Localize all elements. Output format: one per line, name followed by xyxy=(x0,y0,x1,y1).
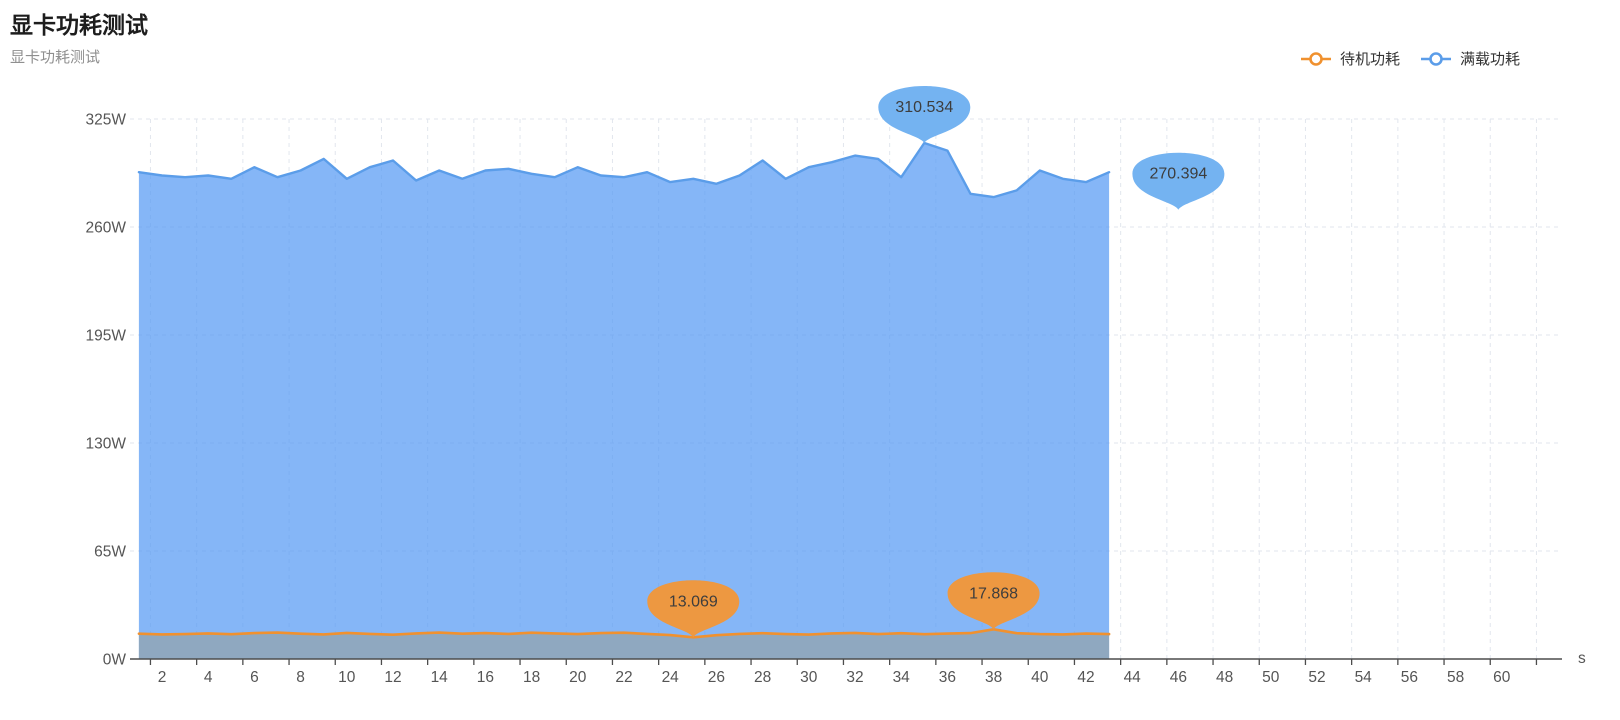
x-axis-label: 34 xyxy=(893,669,911,686)
x-axis-label: 26 xyxy=(708,669,725,686)
x-axis-label: 28 xyxy=(754,669,771,686)
legend-label: 满载功耗 xyxy=(1460,51,1521,68)
legend: 待机功耗 满载功耗 xyxy=(1300,48,1520,69)
x-axis-label: 22 xyxy=(615,669,632,686)
x-axis-label: 36 xyxy=(939,669,956,686)
markpoint-pin xyxy=(647,580,740,638)
x-axis-label: 14 xyxy=(431,669,449,686)
markpoint-value: 13.069 xyxy=(669,593,718,610)
x-axis-label: 24 xyxy=(662,669,680,686)
legend-item-fullload-power[interactable]: 满载功耗 xyxy=(1420,48,1520,69)
x-axis-label: 12 xyxy=(384,669,401,686)
y-axis-label: 325W xyxy=(86,112,127,129)
x-axis-label: 18 xyxy=(523,669,540,686)
x-axis-label: 60 xyxy=(1493,669,1511,686)
page-subtitle: 显卡功耗测试 xyxy=(10,49,101,66)
x-axis-label: 16 xyxy=(477,669,494,686)
markpoint-待机功耗-17.868: 17.868 xyxy=(947,572,1040,630)
x-axis-label: 50 xyxy=(1262,669,1280,686)
markpoint-pin xyxy=(947,572,1040,630)
series-line-待机功耗 xyxy=(137,627,1111,639)
x-axis-label: 20 xyxy=(569,669,587,686)
x-axis-label: 46 xyxy=(1170,669,1187,686)
series-area-待机功耗 xyxy=(138,629,1110,659)
line-marker-icon xyxy=(1301,51,1331,66)
x-axis-label: 4 xyxy=(204,669,213,686)
markpoint-value: 310.534 xyxy=(895,99,953,116)
x-axis-label: 48 xyxy=(1216,669,1233,686)
x-axis-label: 54 xyxy=(1355,669,1373,686)
markpoint-待机功耗-13.069: 13.069 xyxy=(647,580,740,638)
markpoint-满载功耗-270.394: 270.394 xyxy=(1132,152,1225,210)
x-axis-label: 32 xyxy=(846,669,863,686)
y-axis-label: 0W xyxy=(103,652,127,669)
y-axis-label: 65W xyxy=(94,544,126,561)
x-axis-label: 6 xyxy=(250,669,259,686)
x-axis-label: 30 xyxy=(800,669,818,686)
line-marker-icon xyxy=(1421,51,1452,66)
y-axis-label: 195W xyxy=(86,328,127,345)
markpoint-满载功耗-310.534: 310.534 xyxy=(878,86,971,143)
series-line-满载功耗 xyxy=(137,141,1111,199)
x-axis-label: 8 xyxy=(296,669,305,686)
x-axis-label: 56 xyxy=(1401,669,1418,686)
markpoint-value: 270.394 xyxy=(1149,166,1207,183)
legend-label: 待机功耗 xyxy=(1340,51,1401,68)
markpoint-pin xyxy=(878,86,971,143)
x-axis-label: 42 xyxy=(1077,669,1094,686)
legend-item-standby-power[interactable]: 待机功耗 xyxy=(1300,48,1400,69)
y-axis-label: 260W xyxy=(86,220,127,237)
x-axis-label: 38 xyxy=(985,669,1002,686)
x-axis-unit-label: s xyxy=(1578,650,1586,667)
x-axis-label: 2 xyxy=(158,669,167,686)
x-axis-label: 52 xyxy=(1308,669,1325,686)
series-area-满载功耗 xyxy=(138,143,1110,659)
page-title: 显卡功耗测试 xyxy=(10,12,148,38)
x-axis-label: 10 xyxy=(338,669,356,686)
x-axis-label: 58 xyxy=(1447,669,1464,686)
x-axis-label: 44 xyxy=(1124,669,1142,686)
markpoint-value: 17.868 xyxy=(969,585,1018,602)
markpoint-pin xyxy=(1132,152,1225,210)
x-axis-label: 40 xyxy=(1031,669,1049,686)
y-axis-label: 130W xyxy=(86,436,127,453)
